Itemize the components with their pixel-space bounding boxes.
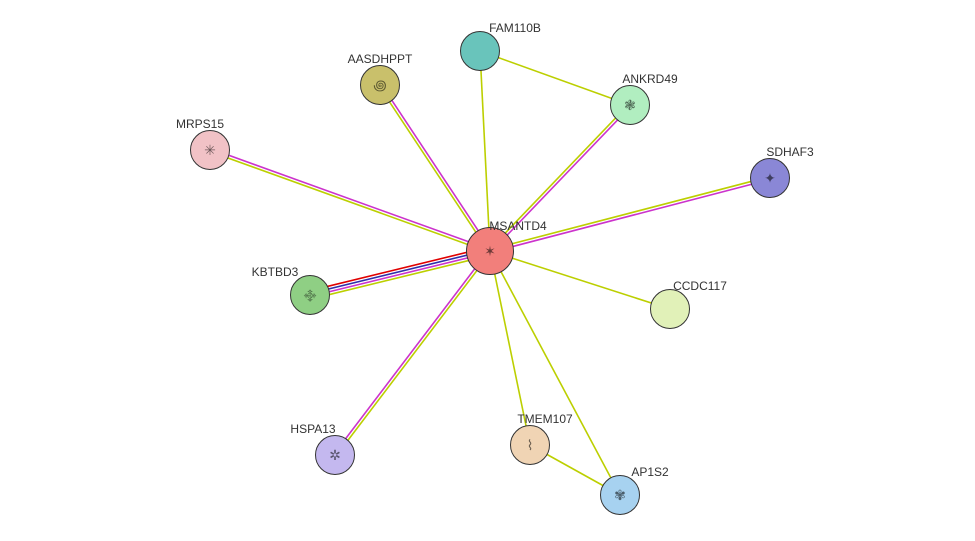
node-circle: ⌇ [510,425,550,465]
node-label: KBTBD3 [252,265,299,279]
protein-structure-icon: ✲ [329,448,341,462]
edge [210,149,490,250]
edge [490,177,770,250]
node-circle: ꩜ [360,65,400,105]
protein-structure-icon: ✦ [764,171,776,185]
node-label: AASDHPPT [348,52,413,66]
node-label: MRPS15 [176,117,224,131]
protein-structure-icon: ⌇ [527,438,534,452]
node-circle: ✲ [315,435,355,475]
node-hspa13[interactable]: ✲HSPA13 [315,435,355,475]
edge [310,252,490,296]
node-label: CCDC117 [673,279,727,293]
edge [334,250,489,454]
node-circle: ✾ [600,475,640,515]
node-kbtbd3[interactable]: ࿇KBTBD3 [290,275,330,315]
node-ankrd49[interactable]: ❃ANKRD49 [610,85,650,125]
node-label: AP1S2 [631,465,668,479]
node-ap1s2[interactable]: ✾AP1S2 [600,475,640,515]
edge [480,51,630,105]
protein-structure-icon: ✶ [484,244,496,258]
node-label: ANKRD49 [622,72,677,86]
node-tmem107[interactable]: ⌇TMEM107 [510,425,550,465]
edge [336,252,491,456]
node-circle [650,289,690,329]
node-label: SDHAF3 [766,145,813,159]
node-aasdhppt[interactable]: ꩜AASDHPPT [360,65,400,105]
node-mrps15[interactable]: ✳MRPS15 [190,130,230,170]
network-diagram: ✶MSANTD4FAM110B꩜AASDHPPT❃ANKRD49✳MRPS15✦… [0,0,975,541]
protein-structure-icon: ࿇ [304,288,317,302]
node-circle: ❃ [610,85,650,125]
node-circle: ࿇ [290,275,330,315]
node-label: FAM110B [489,21,541,35]
node-circle: ✦ [750,158,790,198]
edge [381,84,491,250]
node-label: MSANTD4 [489,219,546,233]
protein-structure-icon: ꩜ [373,78,386,92]
node-label: TMEM107 [517,412,572,426]
protein-structure-icon: ❃ [624,98,636,112]
node-label: HSPA13 [290,422,335,436]
protein-structure-icon: ✾ [614,488,626,502]
node-sdhaf3[interactable]: ✦SDHAF3 [750,158,790,198]
node-circle [460,31,500,71]
node-circle: ✳ [190,130,230,170]
protein-structure-icon: ✳ [204,143,216,157]
edge [311,255,491,299]
node-fam110b[interactable]: FAM110B [460,31,500,71]
edge [490,179,770,252]
edge [310,250,490,294]
node-circle: ✶ [466,227,514,275]
edge [210,151,490,252]
node-ccdc117[interactable]: CCDC117 [650,289,690,329]
node-msantd4[interactable]: ✶MSANTD4 [466,227,514,275]
